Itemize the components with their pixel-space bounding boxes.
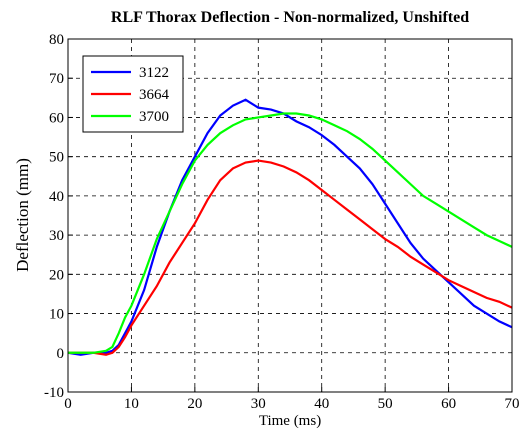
x-tick-label: 40 (314, 396, 329, 412)
x-tick-label: 30 (251, 396, 266, 412)
legend-label: 3664 (139, 87, 170, 103)
y-axis-label: Deflection (mm) (13, 158, 32, 272)
x-tick-label: 10 (124, 396, 139, 412)
y-tick-label: 40 (49, 189, 64, 205)
x-axis-label: Time (ms) (259, 413, 321, 429)
chart-title: RLF Thorax Deflection - Non-normalized, … (111, 9, 469, 26)
x-tick-label: 70 (505, 396, 520, 412)
y-tick-label: 0 (57, 346, 65, 362)
x-tick-label: 20 (187, 396, 202, 412)
x-tick-label: 60 (441, 396, 456, 412)
x-tick-label: 50 (378, 396, 393, 412)
legend-label: 3122 (139, 65, 169, 81)
series-line (67, 98, 513, 356)
y-tick-label: 20 (49, 267, 64, 283)
y-tick-label: 10 (49, 307, 64, 323)
legend-label: 3700 (139, 109, 169, 125)
y-tick-label: 60 (49, 110, 64, 126)
series-line (68, 159, 513, 356)
plot-frame (67, 38, 513, 393)
x-tick-label: 0 (64, 396, 72, 412)
y-tick-label: -10 (44, 385, 64, 401)
series-line (68, 112, 513, 354)
y-tick-label: 80 (49, 32, 64, 48)
y-tick-label: 70 (49, 71, 64, 87)
y-tick-label: 50 (49, 150, 64, 166)
y-tick-label: 30 (49, 228, 64, 244)
